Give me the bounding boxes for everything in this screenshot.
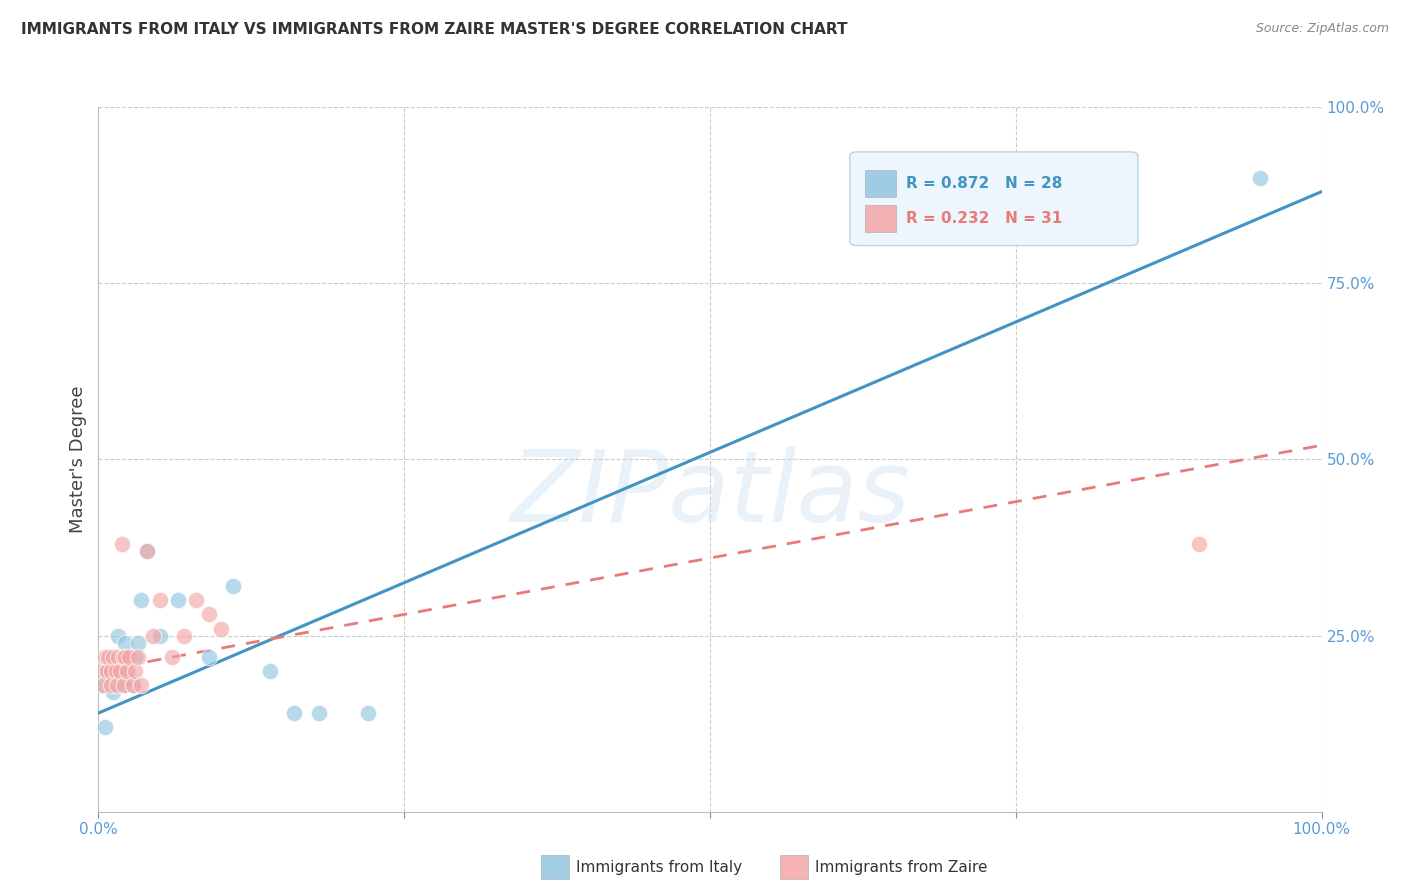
- Y-axis label: Master's Degree: Master's Degree: [69, 385, 87, 533]
- Point: [136, 544, 159, 558]
- Point: [1188, 537, 1211, 551]
- Point: [105, 649, 128, 664]
- Point: [222, 579, 245, 593]
- Point: [111, 649, 134, 664]
- Point: [107, 649, 129, 664]
- Point: [149, 628, 172, 642]
- Point: [129, 593, 152, 607]
- Point: [93, 720, 115, 734]
- Point: [118, 649, 141, 664]
- Point: [167, 593, 190, 607]
- Point: [101, 685, 124, 699]
- Point: [90, 664, 112, 678]
- Point: [308, 706, 330, 720]
- Point: [91, 678, 114, 692]
- Text: R = 0.872   N = 28: R = 0.872 N = 28: [905, 176, 1063, 191]
- Text: R = 0.232   N = 31: R = 0.232 N = 31: [905, 211, 1063, 227]
- Point: [107, 628, 129, 642]
- Point: [118, 649, 141, 664]
- Point: [149, 593, 172, 607]
- Point: [127, 649, 149, 664]
- Point: [121, 678, 143, 692]
- Point: [91, 678, 114, 692]
- Point: [124, 664, 146, 678]
- Point: [112, 678, 135, 692]
- Point: [115, 664, 138, 678]
- Point: [114, 649, 136, 664]
- Point: [100, 678, 122, 692]
- Point: [136, 544, 159, 558]
- Point: [197, 607, 219, 622]
- Point: [111, 678, 134, 692]
- Point: [124, 649, 146, 664]
- Point: [129, 678, 152, 692]
- Point: [97, 664, 120, 678]
- Point: [105, 678, 128, 692]
- Text: Source: ZipAtlas.com: Source: ZipAtlas.com: [1256, 22, 1389, 36]
- Point: [96, 664, 118, 678]
- Point: [356, 706, 378, 720]
- Point: [115, 664, 138, 678]
- Point: [93, 649, 115, 664]
- Point: [160, 649, 183, 664]
- Point: [127, 635, 149, 649]
- Text: Immigrants from Italy: Immigrants from Italy: [576, 860, 742, 874]
- Point: [1250, 170, 1272, 185]
- Point: [97, 649, 120, 664]
- Point: [121, 678, 143, 692]
- Point: [110, 664, 132, 678]
- Point: [100, 649, 122, 664]
- Point: [173, 628, 195, 642]
- Point: [100, 664, 122, 678]
- Point: [142, 628, 165, 642]
- Point: [197, 649, 219, 664]
- Point: [111, 537, 134, 551]
- Point: [104, 664, 127, 678]
- Point: [111, 649, 134, 664]
- Point: [101, 649, 124, 664]
- Point: [186, 593, 208, 607]
- Point: [209, 622, 232, 636]
- Point: [110, 664, 132, 678]
- Point: [114, 635, 136, 649]
- Point: [259, 664, 281, 678]
- Point: [104, 664, 127, 678]
- Text: Immigrants from Zaire: Immigrants from Zaire: [815, 860, 988, 874]
- Point: [283, 706, 305, 720]
- Text: IMMIGRANTS FROM ITALY VS IMMIGRANTS FROM ZAIRE MASTER'S DEGREE CORRELATION CHART: IMMIGRANTS FROM ITALY VS IMMIGRANTS FROM…: [21, 22, 848, 37]
- Text: ZIPatlas: ZIPatlas: [510, 446, 910, 543]
